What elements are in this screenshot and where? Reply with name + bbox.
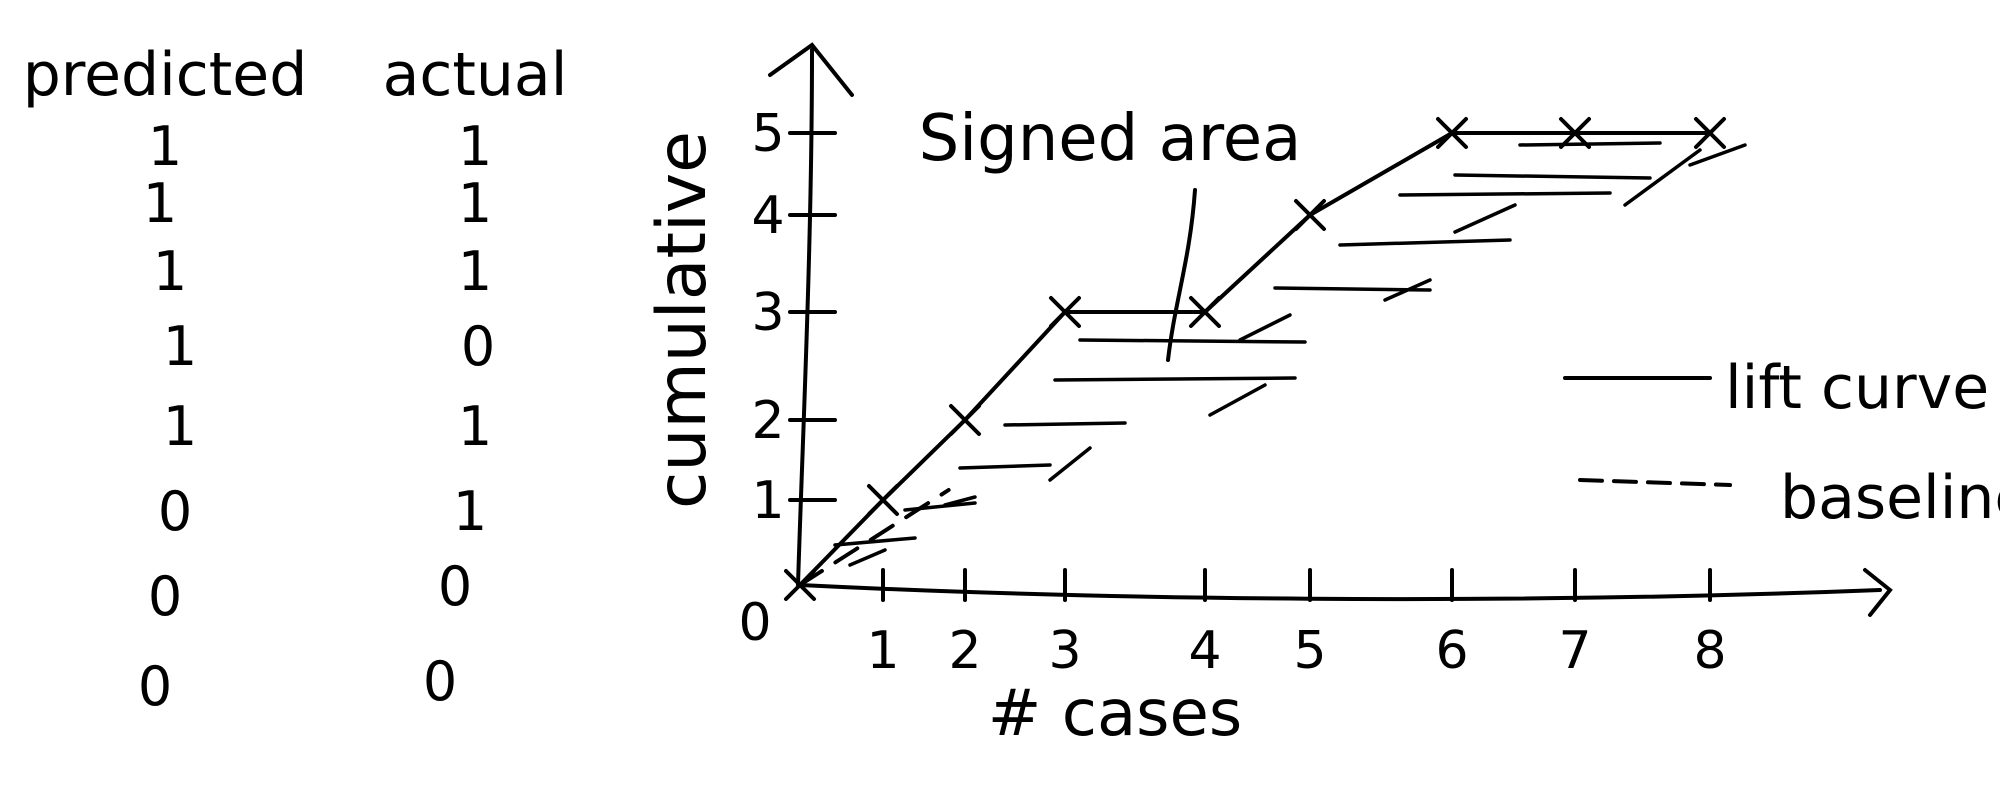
signed-area-label: Signed area bbox=[919, 102, 1302, 176]
table-row: 1 1 bbox=[143, 172, 492, 235]
actual-cell: 0 bbox=[438, 555, 472, 618]
baseline-line bbox=[798, 488, 951, 587]
y-axis-arrowhead bbox=[768, 42, 854, 97]
x-tick-label: 4 bbox=[1188, 621, 1221, 681]
legend-swatch-dashed bbox=[1578, 478, 1732, 487]
x-tick-label: 8 bbox=[1693, 621, 1726, 681]
y-tick-labels: 1 2 3 4 5 bbox=[751, 104, 784, 531]
signed-area-hatching bbox=[833, 141, 1747, 567]
baseline-series bbox=[798, 488, 951, 587]
lift-point-marker bbox=[867, 484, 899, 516]
lift-point-marker bbox=[1189, 296, 1221, 328]
table-row: 0 1 bbox=[158, 480, 487, 543]
lift-point-marker bbox=[1694, 117, 1726, 149]
table-row: 1 1 bbox=[163, 395, 492, 458]
actual-cell: 1 bbox=[453, 480, 487, 543]
prediction-table: predicted actual 1 1 1 1 1 1 1 0 1 1 0 1… bbox=[23, 40, 568, 718]
lift-point-marker bbox=[1049, 296, 1081, 328]
signed-area-pointer bbox=[1166, 188, 1197, 362]
predicted-cell: 1 bbox=[163, 395, 197, 458]
y-tick-label: 3 bbox=[751, 283, 784, 343]
actual-cell: 0 bbox=[423, 650, 457, 713]
legend-label: lift curve bbox=[1725, 353, 1989, 423]
table-row: 0 0 bbox=[148, 555, 472, 628]
x-tick-label: 6 bbox=[1435, 621, 1468, 681]
lift-diagram: 0 1 2 3 4 5 6 7 8 1 2 3 4 5 # cases cumu… bbox=[643, 42, 2000, 751]
legend-label: baseline bbox=[1780, 463, 2000, 533]
lift-point-marker bbox=[1294, 199, 1326, 231]
predicted-cell: 1 bbox=[148, 115, 182, 178]
predicted-cell: 0 bbox=[148, 565, 182, 628]
actual-header: actual bbox=[383, 40, 568, 110]
y-tick-label: 5 bbox=[751, 104, 784, 164]
actual-cell: 1 bbox=[458, 172, 492, 235]
table-row: 1 0 bbox=[163, 315, 495, 378]
legend-item-lift: lift curve bbox=[1563, 353, 1989, 423]
table-row: 0 0 bbox=[138, 650, 457, 718]
actual-cell: 0 bbox=[461, 315, 495, 378]
predicted-cell: 0 bbox=[138, 655, 172, 718]
actual-cell: 1 bbox=[458, 240, 492, 303]
x-axis bbox=[798, 583, 1882, 602]
y-axis-title: cumulative bbox=[643, 131, 722, 509]
lift-point-marker bbox=[1436, 117, 1468, 149]
x-tick-label: 5 bbox=[1293, 621, 1326, 681]
x-tick-label: 1 bbox=[866, 621, 899, 681]
table-row: 1 1 bbox=[148, 115, 492, 178]
actual-cell: 1 bbox=[458, 395, 492, 458]
y-tick-label: 1 bbox=[751, 471, 784, 531]
predicted-cell: 1 bbox=[163, 315, 197, 378]
legend-item-baseline: baseline bbox=[1578, 463, 2000, 533]
predicted-header: predicted bbox=[23, 40, 308, 110]
x-tick-label: 7 bbox=[1558, 621, 1591, 681]
x-tick-label: 3 bbox=[1048, 621, 1081, 681]
predicted-cell: 0 bbox=[158, 480, 192, 543]
lift-point-marker bbox=[949, 404, 981, 436]
lift-curve-line bbox=[798, 131, 1712, 587]
origin-label: 0 bbox=[738, 593, 771, 653]
actual-cell: 1 bbox=[458, 115, 492, 178]
table-row: 1 1 bbox=[153, 240, 492, 303]
axis-ticks bbox=[788, 131, 1712, 602]
x-tick-labels: 1 2 3 4 5 6 7 8 bbox=[866, 621, 1726, 681]
y-tick-label: 4 bbox=[751, 186, 784, 246]
predicted-cell: 1 bbox=[143, 172, 177, 235]
x-axis-arrowhead bbox=[1863, 568, 1893, 617]
x-tick-label: 2 bbox=[948, 621, 981, 681]
lift-curve-series bbox=[784, 117, 1726, 601]
predicted-cell: 1 bbox=[153, 240, 187, 303]
x-axis-title: # cases bbox=[988, 677, 1242, 751]
y-axis bbox=[796, 48, 814, 587]
lift-point-marker bbox=[784, 569, 816, 601]
legend: lift curve baseline bbox=[1563, 353, 2000, 533]
lift-point-marker bbox=[1559, 117, 1591, 149]
y-tick-label: 2 bbox=[751, 391, 784, 451]
